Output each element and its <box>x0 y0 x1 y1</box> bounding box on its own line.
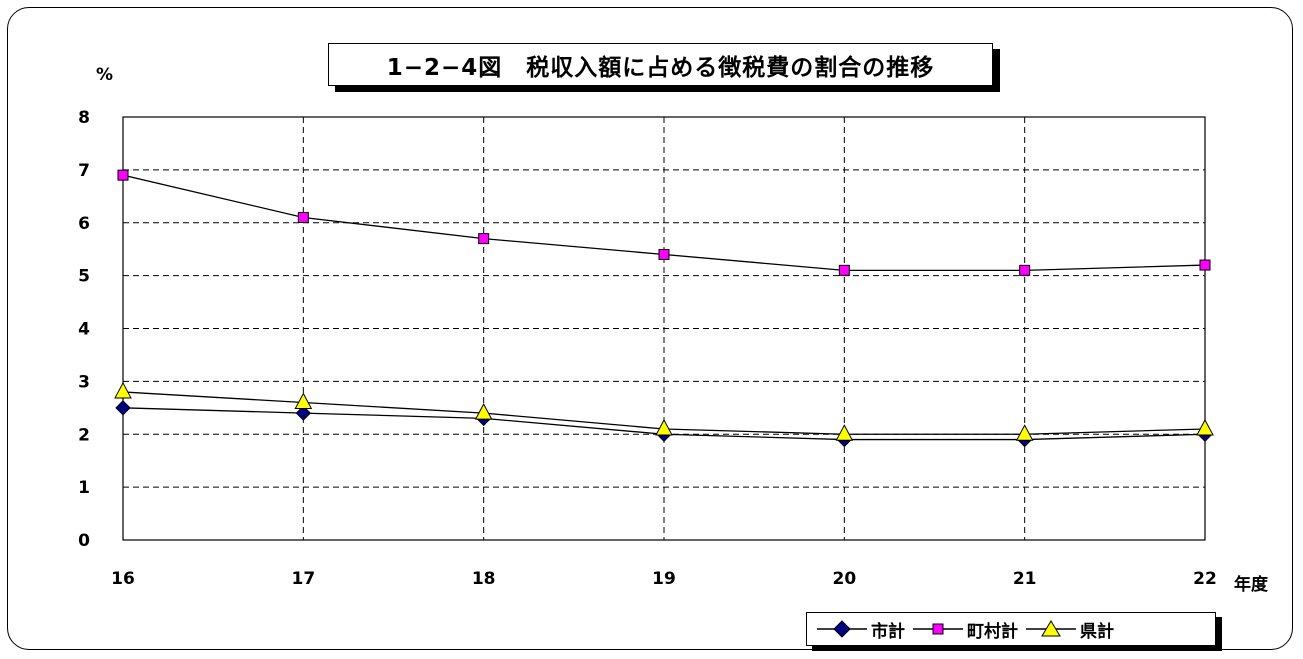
point-triangle-21 <box>1015 424 1034 441</box>
point-square-19 <box>658 248 670 260</box>
y-axis-ticks: 0 1 2 3 4 5 6 7 8 <box>78 108 90 551</box>
legend-label-ken: 県計 <box>1080 621 1114 642</box>
legend-triangle-marker-icon <box>1026 620 1076 637</box>
plot-area <box>122 116 1206 541</box>
point-square-22 <box>1199 259 1211 271</box>
y-tick-label-7: 7 <box>78 161 90 181</box>
series-layer <box>114 169 1214 448</box>
y-axis-label: % <box>96 65 113 85</box>
x-tick-label-21: 21 <box>1013 569 1037 589</box>
legend-diamond-marker-icon <box>817 620 867 638</box>
series-triangle <box>114 381 1214 441</box>
point-triangle-18 <box>474 403 493 420</box>
legend-square-marker-icon <box>913 623 963 635</box>
point-triangle-20 <box>835 424 854 441</box>
x-tick-label-22: 22 <box>1193 569 1217 589</box>
legend-item-ken: 県計 <box>1024 617 1114 642</box>
y-tick-label-8: 8 <box>78 108 90 128</box>
point-diamond-16 <box>115 400 131 416</box>
point-square-21 <box>1019 264 1031 276</box>
chart-title: 1−2−4図 税収入額に占める徴税費の割合の推移 <box>328 43 993 86</box>
point-triangle-22 <box>1196 418 1214 436</box>
x-tick-label-16: 16 <box>111 569 135 589</box>
point-square-17 <box>297 211 309 223</box>
x-axis-ticks: 16 17 18 19 20 21 22 <box>111 569 1217 589</box>
y-tick-label-5: 5 <box>78 267 90 287</box>
x-tick-label-18: 18 <box>472 569 496 589</box>
y-tick-label-4: 4 <box>78 320 90 340</box>
series-square <box>117 169 1211 276</box>
legend-item-shi: 市計 <box>815 617 905 642</box>
y-tick-label-1: 1 <box>78 478 90 498</box>
point-triangle-16 <box>114 381 132 399</box>
point-triangle-17 <box>294 392 313 410</box>
x-tick-label-19: 19 <box>652 569 676 589</box>
y-tick-label-6: 6 <box>78 214 90 234</box>
grid-layer <box>123 117 1205 540</box>
legend-item-chouson: 町村計 <box>911 617 1018 642</box>
y-tick-label-2: 2 <box>78 425 90 445</box>
x-axis-label: 年度 <box>1234 574 1269 595</box>
point-square-18 <box>478 233 490 245</box>
point-square-20 <box>838 264 850 276</box>
y-tick-label-0: 0 <box>78 531 90 551</box>
x-tick-label-20: 20 <box>832 569 856 589</box>
x-tick-label-17: 17 <box>291 569 315 589</box>
legend-label-shi: 市計 <box>871 621 905 642</box>
y-tick-label-3: 3 <box>78 372 90 392</box>
point-diamond-17 <box>295 405 312 421</box>
point-square-16 <box>117 169 129 181</box>
point-triangle-19 <box>655 418 673 436</box>
legend: 市計 町村計 県計 <box>806 612 1216 646</box>
legend-label-chouson: 町村計 <box>967 621 1018 642</box>
